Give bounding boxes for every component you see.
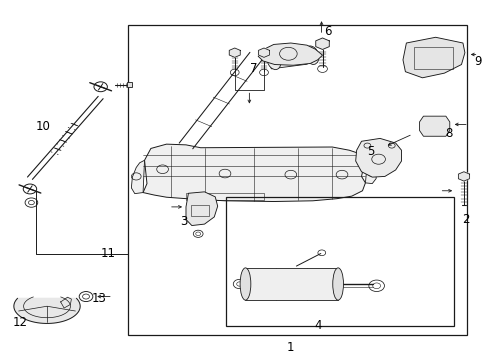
Polygon shape <box>402 37 464 78</box>
Text: 12: 12 <box>13 316 28 329</box>
Polygon shape <box>419 116 449 136</box>
Polygon shape <box>143 144 366 202</box>
Text: 3: 3 <box>180 215 187 228</box>
Bar <box>127 82 132 87</box>
Text: 4: 4 <box>313 319 321 332</box>
Text: 11: 11 <box>100 247 115 260</box>
Text: 2: 2 <box>462 213 469 226</box>
Ellipse shape <box>332 268 343 300</box>
Bar <box>266 46 306 69</box>
Text: 1: 1 <box>286 341 294 354</box>
Text: 5: 5 <box>367 145 374 158</box>
Polygon shape <box>355 138 401 177</box>
Ellipse shape <box>240 268 250 300</box>
Bar <box>185 193 264 200</box>
Text: 6: 6 <box>324 25 331 38</box>
Bar <box>225 197 453 326</box>
Text: 13: 13 <box>92 292 106 305</box>
Ellipse shape <box>304 46 318 64</box>
Text: 10: 10 <box>36 120 51 133</box>
Polygon shape <box>258 48 269 57</box>
Text: 9: 9 <box>473 55 480 68</box>
Polygon shape <box>229 48 240 57</box>
Polygon shape <box>365 162 375 184</box>
Bar <box>245 268 337 300</box>
Polygon shape <box>457 172 468 181</box>
Polygon shape <box>185 192 217 226</box>
Polygon shape <box>14 298 80 323</box>
Polygon shape <box>315 38 328 49</box>
Text: 8: 8 <box>445 127 452 140</box>
Bar <box>128 25 467 335</box>
Text: 7: 7 <box>249 62 257 75</box>
Bar <box>190 205 209 216</box>
Polygon shape <box>131 160 144 194</box>
Polygon shape <box>258 43 322 65</box>
Polygon shape <box>61 297 71 308</box>
Bar <box>413 47 452 69</box>
Ellipse shape <box>266 50 280 69</box>
